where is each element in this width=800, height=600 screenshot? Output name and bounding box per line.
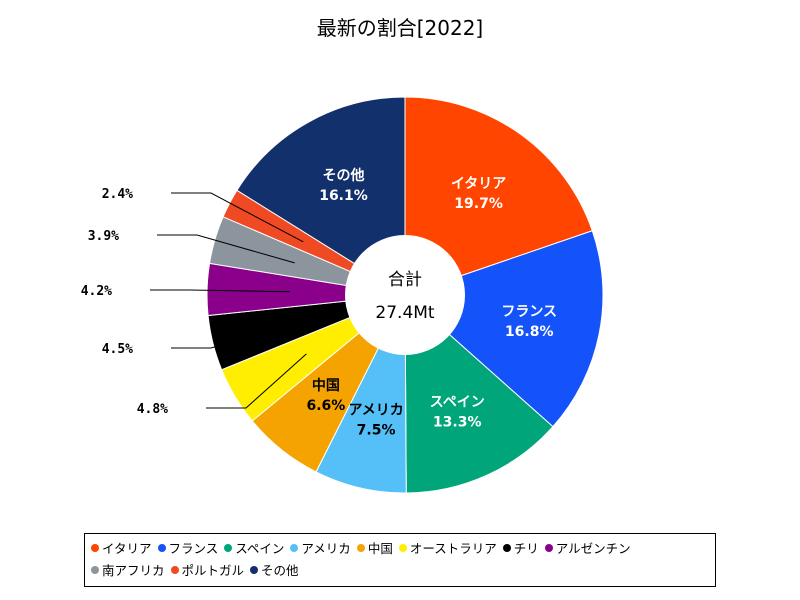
legend-swatch bbox=[356, 544, 365, 552]
slice-value-label: 4.8% bbox=[137, 402, 168, 417]
pie-slice bbox=[404, 293, 554, 494]
slice-labels: イタリア 19.7% フランス 16.8% スペイン 13.3% アメリカ 7.5% 中国 6.6… bbox=[81, 167, 557, 438]
slice-name-label: アメリカ bbox=[348, 402, 403, 418]
slice-value-label: 16.8% bbox=[505, 324, 554, 340]
slice-value-label: 6.6% bbox=[306, 398, 345, 414]
legend-item: イタリア bbox=[91, 538, 152, 560]
slice-value-label: 7.5% bbox=[357, 422, 396, 438]
legend-swatch bbox=[398, 544, 407, 552]
slice-value-label: 2.4% bbox=[102, 187, 133, 202]
donut-hole bbox=[345, 235, 465, 355]
pie-slice bbox=[404, 96, 593, 296]
slice-value-label: 13.3% bbox=[433, 414, 482, 430]
leader-line bbox=[150, 289, 291, 293]
leader-line bbox=[171, 192, 304, 243]
leader-line bbox=[171, 322, 294, 349]
legend-label: スペイン bbox=[235, 541, 285, 556]
slice-name-label: その他 bbox=[323, 167, 365, 184]
legend-item: スペイン bbox=[224, 538, 284, 560]
slice-value-label: 19.7% bbox=[454, 196, 503, 212]
legend-item: その他 bbox=[250, 560, 299, 582]
chart-title: 最新の割合[2022] bbox=[317, 16, 484, 40]
pie-slice bbox=[236, 96, 406, 296]
slice-name-label: イタリア bbox=[451, 176, 506, 192]
legend-swatch bbox=[170, 566, 179, 574]
legend-item: ポルトガル bbox=[170, 560, 245, 582]
legend-swatch bbox=[290, 544, 299, 552]
legend-swatch bbox=[91, 566, 99, 574]
legend-label: アメリカ bbox=[301, 541, 351, 556]
legend-item: オーストラリア bbox=[398, 538, 497, 560]
legend-item: 南アフリカ bbox=[91, 560, 165, 582]
center-total: 27.4Mt bbox=[375, 303, 435, 323]
slice-value-label: 16.1% bbox=[319, 188, 368, 204]
slice-value-label: 3.9% bbox=[88, 229, 119, 244]
slice-value-label: 4.5% bbox=[102, 342, 133, 357]
legend-label: チリ bbox=[513, 541, 539, 556]
leader-line bbox=[157, 234, 295, 264]
slice-name-label: スペイン bbox=[430, 394, 485, 410]
legend-swatch bbox=[91, 544, 99, 552]
legend-label: 南アフリカ bbox=[102, 563, 165, 578]
legend-item: アルゼンチン bbox=[544, 538, 631, 560]
legend-label: ポルトガル bbox=[181, 563, 245, 578]
legend-swatch bbox=[224, 544, 233, 552]
legend-label: フランス bbox=[168, 541, 219, 556]
legend-item: フランス bbox=[157, 538, 219, 560]
slice-name-label: フランス bbox=[501, 304, 557, 320]
slice-name-label: 中国 bbox=[312, 377, 340, 394]
legend-swatch bbox=[502, 544, 511, 552]
legend-swatch bbox=[544, 544, 553, 552]
leader-line bbox=[206, 353, 307, 409]
legend-label: オーストラリア bbox=[409, 541, 497, 556]
legend-item: 中国 bbox=[356, 538, 393, 560]
legend-swatch bbox=[157, 544, 166, 552]
center-label: 合計 bbox=[388, 270, 422, 290]
leader-lines bbox=[150, 192, 307, 409]
slice-value-label: 4.2% bbox=[81, 284, 112, 299]
legend-label: その他 bbox=[261, 563, 299, 578]
legend: イタリア フランス スペイン アメリカ 中国 オーストラリア チリ アルゼンチン南アフリカ ポル… bbox=[84, 533, 716, 587]
legend-label: アルゼンチン bbox=[555, 541, 631, 556]
legend-item: アメリカ bbox=[290, 538, 351, 560]
legend-label: イタリア bbox=[102, 541, 152, 556]
legend-label: 中国 bbox=[367, 541, 393, 556]
legend-swatch bbox=[250, 566, 259, 574]
legend-item: チリ bbox=[502, 538, 539, 560]
